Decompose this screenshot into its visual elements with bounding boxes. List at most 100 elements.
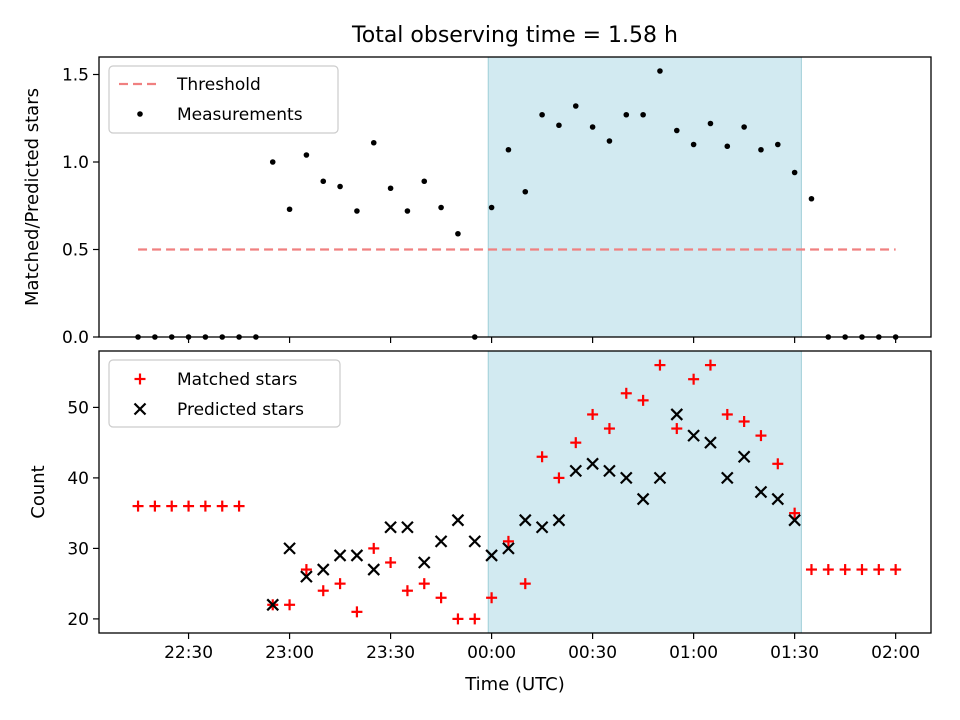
matched-star-point: [183, 500, 195, 512]
bottom-legend: Matched stars Predicted stars: [108, 359, 341, 428]
predicted-star-point: [367, 563, 381, 576]
legend-predicted-swatch: [133, 402, 147, 416]
x-tick-label: 02:00: [871, 643, 920, 663]
matched-star-point: [856, 564, 868, 576]
matched-star-point: [772, 458, 784, 470]
x-tick-label: 01:30: [770, 643, 819, 663]
matched-star-point: [789, 507, 801, 519]
measurement-point: [370, 139, 377, 146]
y-tick-label: 20: [67, 610, 89, 630]
matched-star-point: [721, 408, 733, 420]
matched-star-point: [317, 585, 329, 597]
matched-star-point: [873, 564, 885, 576]
x-tick-label: 00:30: [568, 643, 617, 663]
predicted-star-point: [283, 542, 296, 555]
y-tick-label: 0.0: [62, 328, 89, 348]
predicted-star-point: [133, 402, 147, 416]
matched-star-point: [603, 423, 615, 435]
measurement-point: [320, 178, 327, 185]
matched-star-point: [738, 416, 750, 427]
measurement-point: [758, 146, 764, 153]
measurement-point: [774, 141, 781, 148]
predicted-star-point: [586, 457, 599, 471]
measurement-point: [572, 103, 579, 109]
measurement-point: [791, 169, 798, 176]
matched-star-point: [401, 585, 413, 597]
predicted-star-point: [333, 549, 347, 562]
bottom-axes-frame: [98, 350, 932, 634]
matched-star-point: [486, 592, 498, 604]
predicted-star-point: [788, 513, 801, 527]
legend-measurements-label: Measurements: [177, 105, 303, 125]
predicted-star-point: [653, 471, 667, 485]
predicted-star-point: [737, 450, 751, 464]
measurement-point: [404, 208, 411, 214]
top-x-ticks: [187, 337, 897, 343]
predicted-star-point: [502, 542, 515, 555]
predicted-star-point: [485, 549, 498, 562]
predicted-star-point: [636, 492, 650, 506]
predicted-star-point: [350, 549, 364, 562]
matched-star-point: [805, 564, 817, 576]
measurement-point: [522, 188, 529, 195]
y-tick-label: 0.5: [62, 241, 89, 261]
measurement-point: [505, 146, 512, 153]
measurement-point: [354, 208, 360, 214]
matched-star-point: [519, 578, 531, 590]
predicted-star-point: [535, 520, 549, 534]
predicted-star-point: [468, 535, 482, 548]
matched-star-point: [570, 437, 582, 449]
y-tick-label: 1.0: [62, 153, 89, 173]
predicted-star-point: [266, 598, 280, 612]
matched-star-point: [890, 564, 902, 576]
matched-star-point: [284, 599, 296, 611]
matched-star-point: [452, 613, 464, 625]
legend-measurements-swatch: [137, 111, 143, 117]
matched-star-point: [149, 500, 161, 512]
top-y-axis-label: Matched/Predicted stars: [22, 88, 43, 306]
predicted-star-point: [518, 513, 532, 527]
predicted-star-point: [434, 535, 448, 548]
measurement-point: [657, 68, 663, 74]
x-tick-label: 23:30: [366, 643, 415, 663]
y-tick-label: 50: [67, 398, 89, 418]
matched-star-point: [502, 535, 514, 547]
legend-matched-swatch: [134, 373, 146, 385]
measurement-point: [421, 178, 428, 185]
measurement-point: [623, 111, 630, 118]
measurement-point: [589, 124, 596, 130]
measurement-point: [724, 143, 731, 150]
top-legend: Threshold Measurements: [108, 65, 339, 134]
measurement-point: [606, 138, 613, 144]
predicted-star-point: [552, 513, 566, 527]
matched-star-point: [385, 557, 397, 568]
matched-star-point: [553, 472, 565, 484]
legend-box: [108, 359, 341, 428]
matched-star-point: [199, 500, 211, 512]
predicted-star-point: [316, 563, 330, 576]
y-tick-label: 40: [67, 469, 89, 489]
bottom-plot-layer: [132, 359, 902, 625]
measurement-point: [673, 127, 680, 134]
matched-star-point: [368, 542, 380, 554]
x-tick-label: 00:00: [467, 643, 516, 663]
measurement-point: [337, 183, 343, 190]
measurement-point: [640, 111, 646, 118]
matched-star-point: [620, 387, 632, 399]
matched-star-point: [418, 578, 430, 590]
matched-star-point: [134, 373, 146, 385]
predicted-star-point: [754, 485, 768, 499]
matched-star-point: [839, 564, 851, 576]
measurement-point: [438, 204, 444, 211]
y-tick-label: 30: [67, 539, 89, 559]
predicted-star-point: [670, 408, 684, 421]
predicted-star-point: [384, 520, 397, 534]
measurement-point: [556, 122, 562, 129]
legend-threshold-label: Threshold: [176, 75, 261, 95]
x-tick-label: 22:30: [164, 643, 213, 663]
top-panel: 0.0 0.5 1.0 1.5 Matched/Predicted stars Thr…: [22, 56, 932, 348]
bottom-highlight-span: [487, 350, 802, 634]
measurement-point: [707, 120, 714, 127]
matched-star-point: [166, 500, 178, 512]
